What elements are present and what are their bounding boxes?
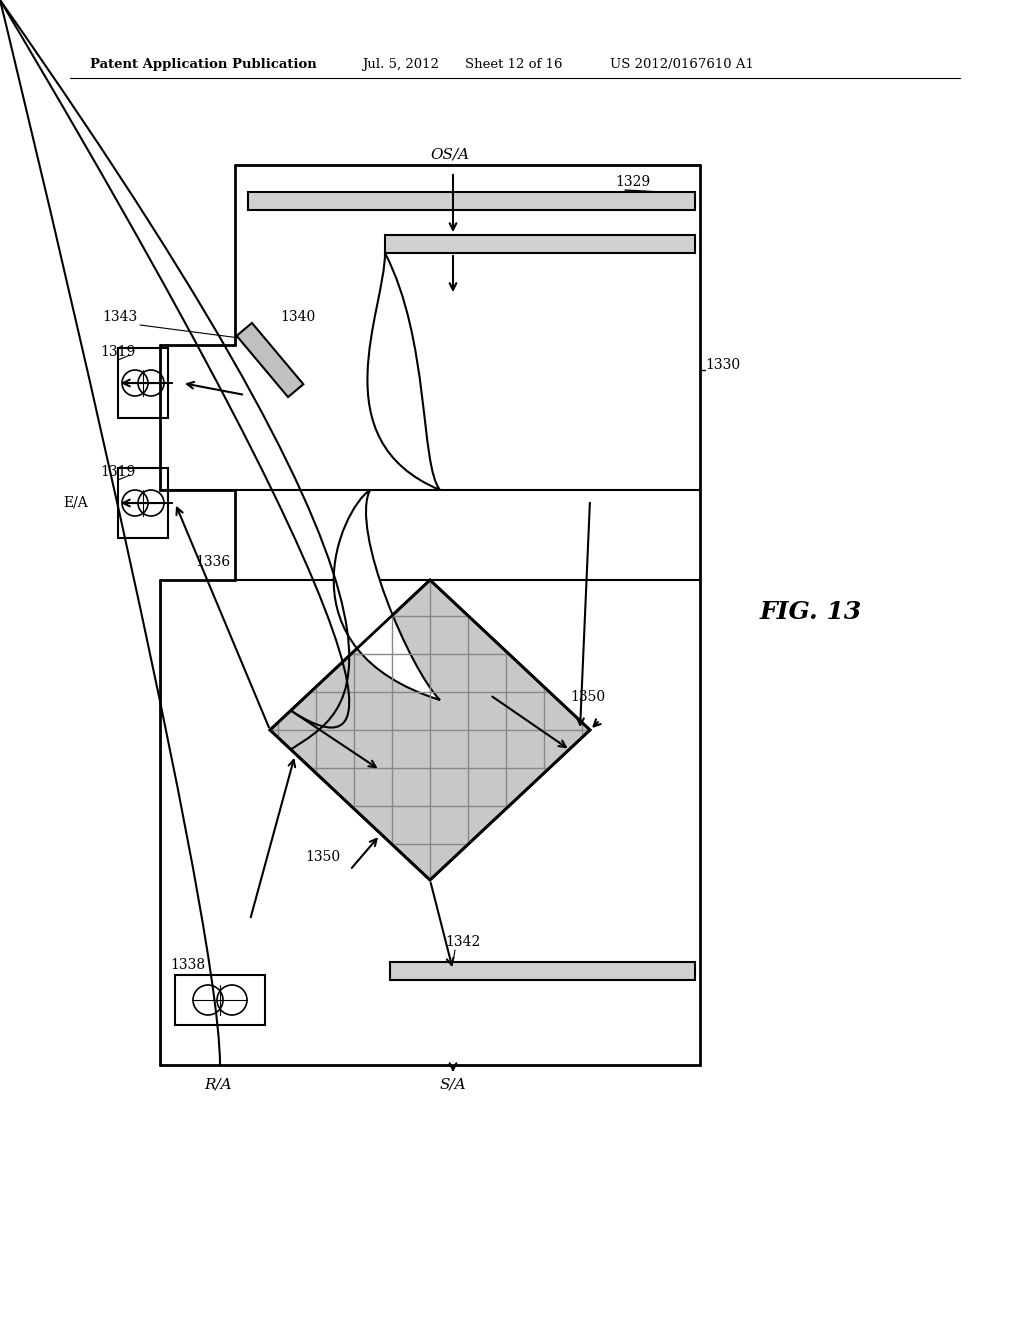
Bar	[237, 323, 303, 397]
Bar	[118, 469, 168, 539]
Text: Jul. 5, 2012: Jul. 5, 2012	[362, 58, 439, 71]
Text: 1350: 1350	[570, 690, 605, 704]
Text: E/A: E/A	[63, 496, 88, 510]
Text: 1319: 1319	[100, 345, 135, 359]
Text: 1350: 1350	[305, 850, 340, 865]
Bar	[175, 975, 265, 1026]
Text: 1342: 1342	[445, 935, 480, 949]
Text: 1330: 1330	[705, 358, 740, 372]
Text: Sheet 12 of 16: Sheet 12 of 16	[465, 58, 562, 71]
PathPatch shape	[368, 253, 440, 490]
Text: 1338: 1338	[170, 958, 205, 972]
Text: US 2012/0167610 A1: US 2012/0167610 A1	[610, 58, 754, 71]
Text: 1319: 1319	[100, 465, 135, 479]
Text: Patent Application Publication: Patent Application Publication	[90, 58, 316, 71]
Bar	[385, 235, 695, 253]
Text: 1329: 1329	[615, 176, 650, 189]
Text: S/A: S/A	[439, 1078, 466, 1092]
Bar	[118, 348, 168, 418]
Polygon shape	[270, 579, 590, 880]
Text: 1340: 1340	[280, 310, 315, 323]
Text: R/A: R/A	[204, 1078, 231, 1092]
PathPatch shape	[334, 490, 440, 700]
Bar	[248, 191, 695, 210]
Bar	[390, 962, 695, 979]
Text: 1343: 1343	[102, 310, 137, 323]
Text: 1336: 1336	[195, 554, 230, 569]
Text: OS/A: OS/A	[430, 148, 470, 162]
Text: FIG. 13: FIG. 13	[760, 601, 862, 624]
